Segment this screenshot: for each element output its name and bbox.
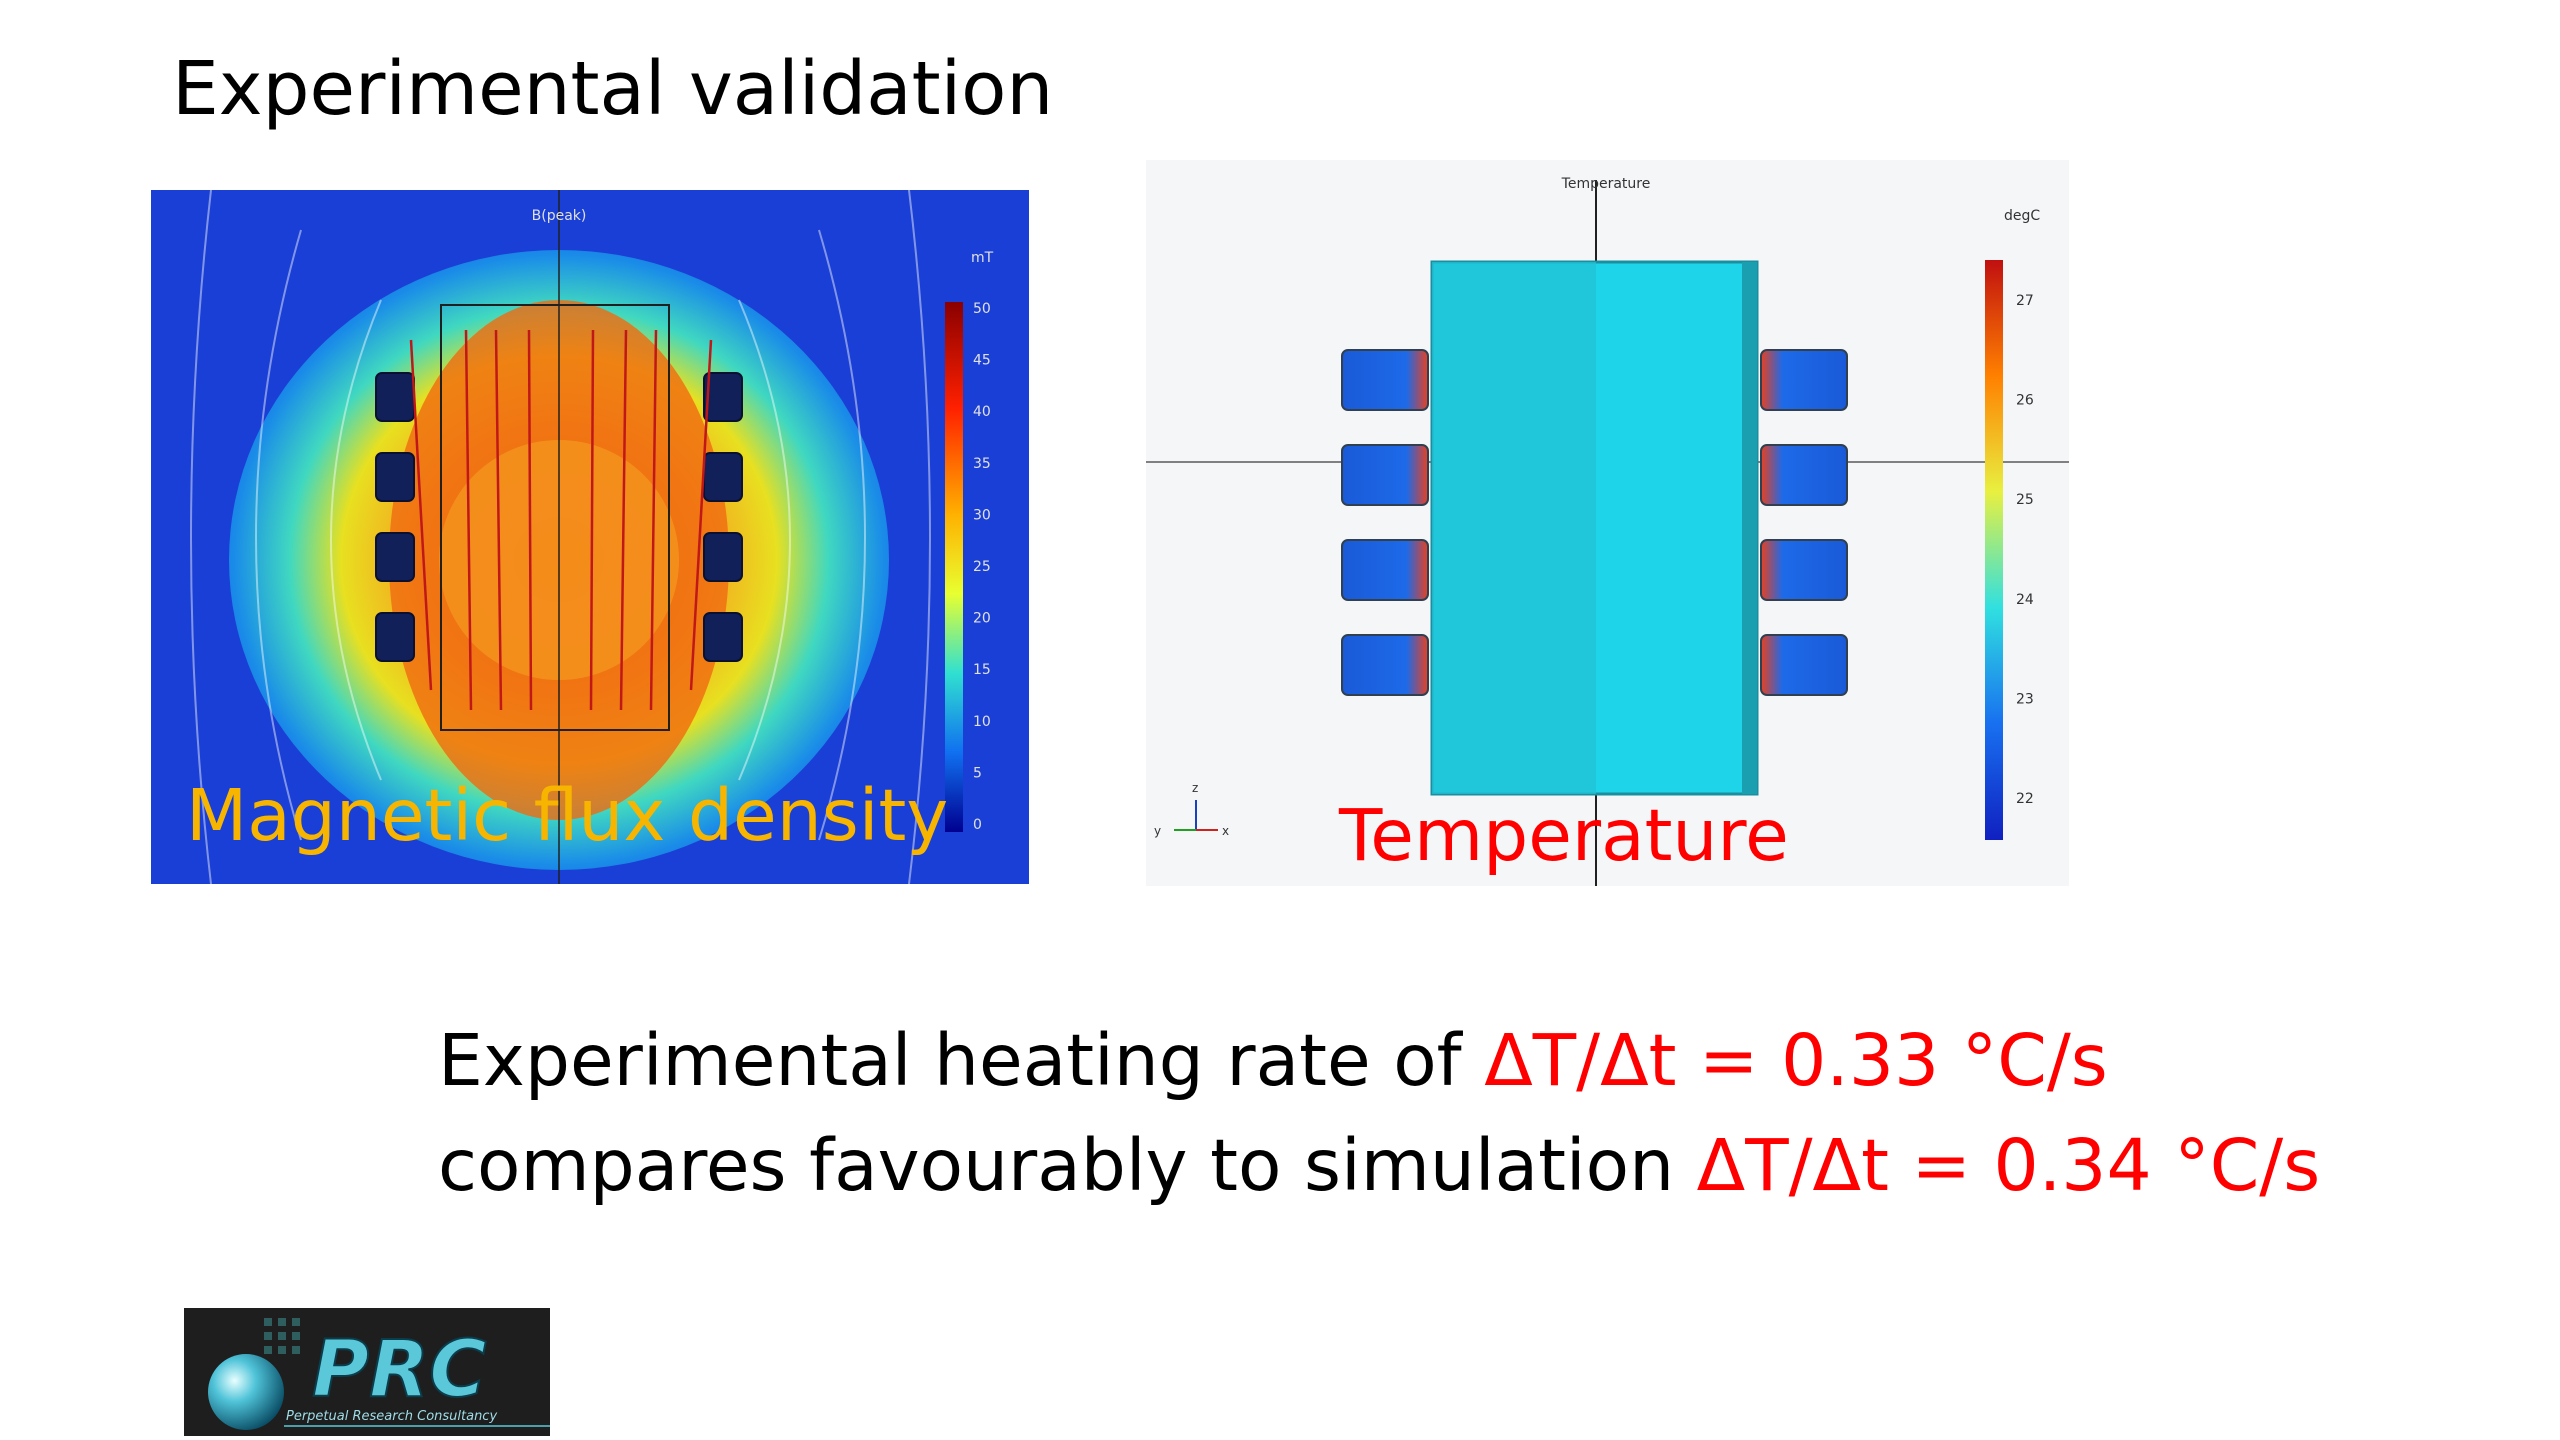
simulation-rate-value: ΔT/Δt = 0.34 °C/s [1696,1124,2321,1207]
flux-caption: Magnetic flux density [186,774,949,857]
flux-colorbar-tick-label: 40 [973,404,991,420]
axis-x-label: x [1222,824,1229,838]
temperature-colorbar-tick-label: 27 [2016,293,2034,309]
temperature-colorbar [1985,260,2003,840]
slide-title: Experimental validation [172,46,1054,132]
axis-triad: z y x [1154,781,1229,838]
flux-colorbar-tick-label: 0 [973,817,982,833]
logo-sphere-icon [208,1354,284,1430]
temperature-caption: Temperature [1339,794,1789,877]
flux-colorbar-tick-label: 5 [973,765,982,781]
result-line-experimental: Experimental heating rate of ΔT/Δt = 0.3… [438,1025,2108,1096]
temperature-field-image: Temperature degC 27 26 25 24 23 22 z y x [1146,160,2069,886]
experimental-rate-value: ΔT/Δt = 0.33 °C/s [1484,1019,2108,1102]
result-line-simulation: compares favourably to simulation ΔT/Δt … [438,1130,2320,1201]
logo-tagline: Perpetual Research Consultancy [286,1409,497,1424]
temperature-plot-title: Temperature [1561,176,1651,192]
temperature-unit-label: degC [2004,208,2040,224]
flux-colorbar-tick-label: 45 [973,353,991,369]
flux-colorbar-tick-label: 50 [973,301,991,317]
temperature-colorbar-tick-label: 26 [2016,393,2034,409]
flux-plot-title: B(peak) [532,208,587,224]
flux-unit-label: mT [971,250,994,266]
temperature-plot: Temperature degC 27 26 25 24 23 22 z y x [1146,160,2069,886]
temperature-colorbar-tick-label: 22 [2016,791,2034,807]
temperature-colorbar-tick-label: 23 [2016,691,2034,707]
flux-density-plot: B(peak) mT 50 45 40 35 30 25 20 15 10 5 0 [151,190,1029,884]
flux-colorbar-tick-label: 30 [973,507,991,523]
temperature-colorbar-tick-label: 25 [2016,492,2034,508]
logo-text: PRC [312,1325,486,1415]
temperature-colorbar-tick-label: 24 [2016,592,2034,608]
flux-colorbar-tick-label: 35 [973,456,991,472]
axis-z-label: z [1192,781,1198,795]
result-line-2-text: compares favourably to simulation [438,1124,1697,1207]
result-line-1-text: Experimental heating rate of [438,1019,1485,1102]
flux-colorbar-tick-label: 10 [973,714,991,730]
axis-y-label: y [1154,824,1161,838]
flux-colorbar-tick-label: 25 [973,559,991,575]
flux-colorbar-tick-label: 20 [973,611,991,627]
flux-colorbar [945,302,963,832]
prc-logo: PRC Perpetual Research Consultancy [184,1308,550,1436]
flux-colorbar-tick-label: 15 [973,662,991,678]
